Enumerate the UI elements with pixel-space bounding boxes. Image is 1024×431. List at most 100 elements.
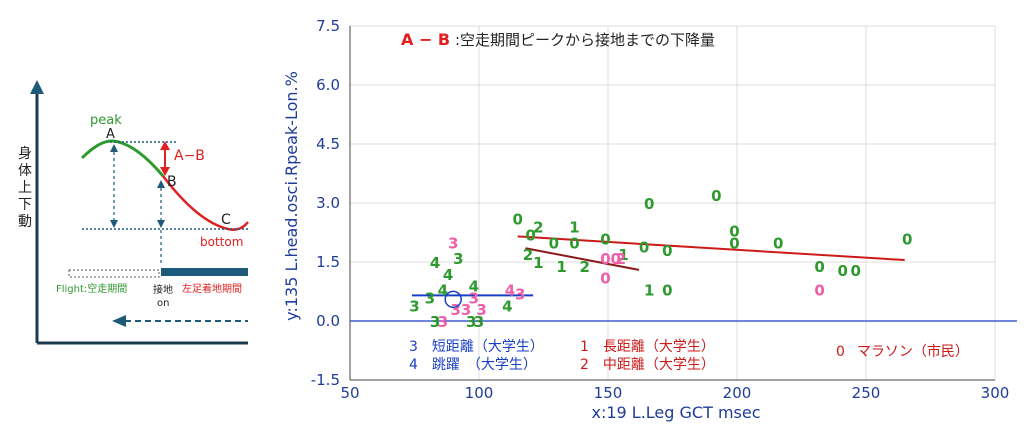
data-point: 1 [644,282,654,300]
data-point: 4 [438,282,448,300]
chart-y-label: y:135 L.head.osci.Rpeak-Lon.% [282,71,301,321]
data-point: 1 [556,258,566,276]
diagram-y-label-4: 下 [18,197,32,213]
legend-marker-jump: 4 [409,357,418,373]
point-c-label: C [221,212,231,228]
x-tick-label: 200 [723,384,752,402]
chart-axis-frame [349,26,1017,381]
legend-label-middle: 中距離（大学生） [603,356,715,373]
data-point: 4 [505,282,515,300]
data-point: 0 [639,238,649,256]
data-point: 0 [525,226,535,244]
data-point: 3 [425,289,435,307]
peak-label: peak [90,113,122,128]
data-point: 0 [773,234,783,252]
contact-label-2: on [157,298,169,309]
y-tick-label: 6.0 [316,76,340,94]
data-point: 2 [523,246,533,264]
data-point: 3 [474,313,484,331]
x-tick-label: 300 [981,384,1010,402]
chart-ticks: 50 100 150 200 250 300-1.50.01.53.04.56.07.5 [311,17,1010,402]
data-point: 0 [814,282,824,300]
point-b-label: B [167,174,177,190]
ab-arrow-down [160,167,170,176]
legend-item-long: 1 長距離（大学生） [580,338,715,355]
legend-item-marathon: 0 マラソン（市民） [836,343,969,360]
y-tick-label: 1.5 [316,253,340,271]
time-arrow-head [112,315,126,327]
flight-label: Flight:空走期間 [56,282,127,295]
contact-label-1: 接地 [153,283,173,296]
x-tick-label: 100 [465,384,494,402]
data-point: 0 [600,250,610,268]
data-point: 4 [502,297,512,315]
legend-label-sprint: 短距離（大学生） [432,338,544,355]
legend-label-marathon: マラソン（市民） [857,343,969,360]
data-point: 4 [443,266,453,284]
legend-label-long: 長距離（大学生） [603,338,715,355]
data-point: 1 [618,246,628,264]
chart-title-rest: :空走期間ピークから接地までの下降量 [455,31,715,49]
data-point: 3 [448,234,458,252]
chart-title-ab: A − B [401,30,450,49]
data-point: 2 [616,250,626,268]
fit-line [525,247,640,271]
x-tick-label: 150 [594,384,623,402]
x-tick-label: 250 [852,384,881,402]
y-tick-label: 3.0 [316,194,340,212]
data-point: 0 [729,223,739,241]
legend-item-jump: 4 跳躍 （大学生） [409,357,537,373]
a-arrow-down [110,220,118,228]
chart-fit-lines [411,235,905,297]
data-point: 0 [814,258,824,276]
point-a-label: A [106,127,115,142]
stance-label: 左足着地期間 [182,282,242,295]
data-point: 2 [533,219,543,237]
data-point: 3 [461,301,471,319]
diagram-y-label-5: 動 [18,214,32,230]
fit-line [517,235,905,262]
running-diagram: 身 体 上 下 動 A−B peak A B C bottom Flig [18,80,249,345]
chart-legend: 3 短距離（大学生） 4 跳躍 （大学生） 1 長距離（大学生） 2 中距離（大学生） … [409,338,969,373]
data-point: 1 [569,219,579,237]
flight-bar [68,269,160,278]
legend-label-jump: 跳躍 （大学生） [432,357,537,373]
data-point: 3 [515,285,525,303]
highlight-circle [444,290,462,309]
x-tick-label: 50 [340,384,359,402]
scatter-chart: 50 100 150 200 250 300-1.50.01.53.04.56.07.5 … [282,17,1017,422]
data-point: 0 [850,262,860,280]
data-point: 1 [533,254,543,272]
data-point: 2 [580,258,590,276]
legend-marker-sprint: 3 [409,339,418,355]
data-point: 3 [409,297,419,315]
y-tick-label: 0.0 [316,312,340,330]
data-point: 3 [438,313,448,331]
diagram-y-label-2: 体 [18,163,32,179]
legend-marker-long: 1 [580,339,589,355]
data-point: 0 [902,230,912,248]
diagram-y-label-1: 身 [18,146,32,162]
legend-marker-marathon: 0 [836,344,845,360]
legend-marker-middle: 2 [580,357,589,373]
data-point: 0 [549,234,559,252]
chart-x-label: x:19 L.Leg GCT msec [591,403,760,422]
data-point: 3 [451,301,461,319]
data-point: 0 [644,195,654,213]
data-point: 0 [600,230,610,248]
data-point: 0 [711,187,721,205]
data-point: 0 [729,234,739,252]
data-point: 0 [662,242,672,260]
legend-item-middle: 2 中距離（大学生） [580,356,715,373]
data-point: 0 [662,282,672,300]
legend-item-sprint: 3 短距離（大学生） [409,338,544,355]
data-point: 4 [430,254,440,272]
flight-curve [80,139,165,177]
data-point: 0 [569,234,579,252]
y-tick-label: 7.5 [316,17,340,35]
bottom-label: bottom [200,235,243,249]
diagram-y-axis-arrow [30,80,44,94]
